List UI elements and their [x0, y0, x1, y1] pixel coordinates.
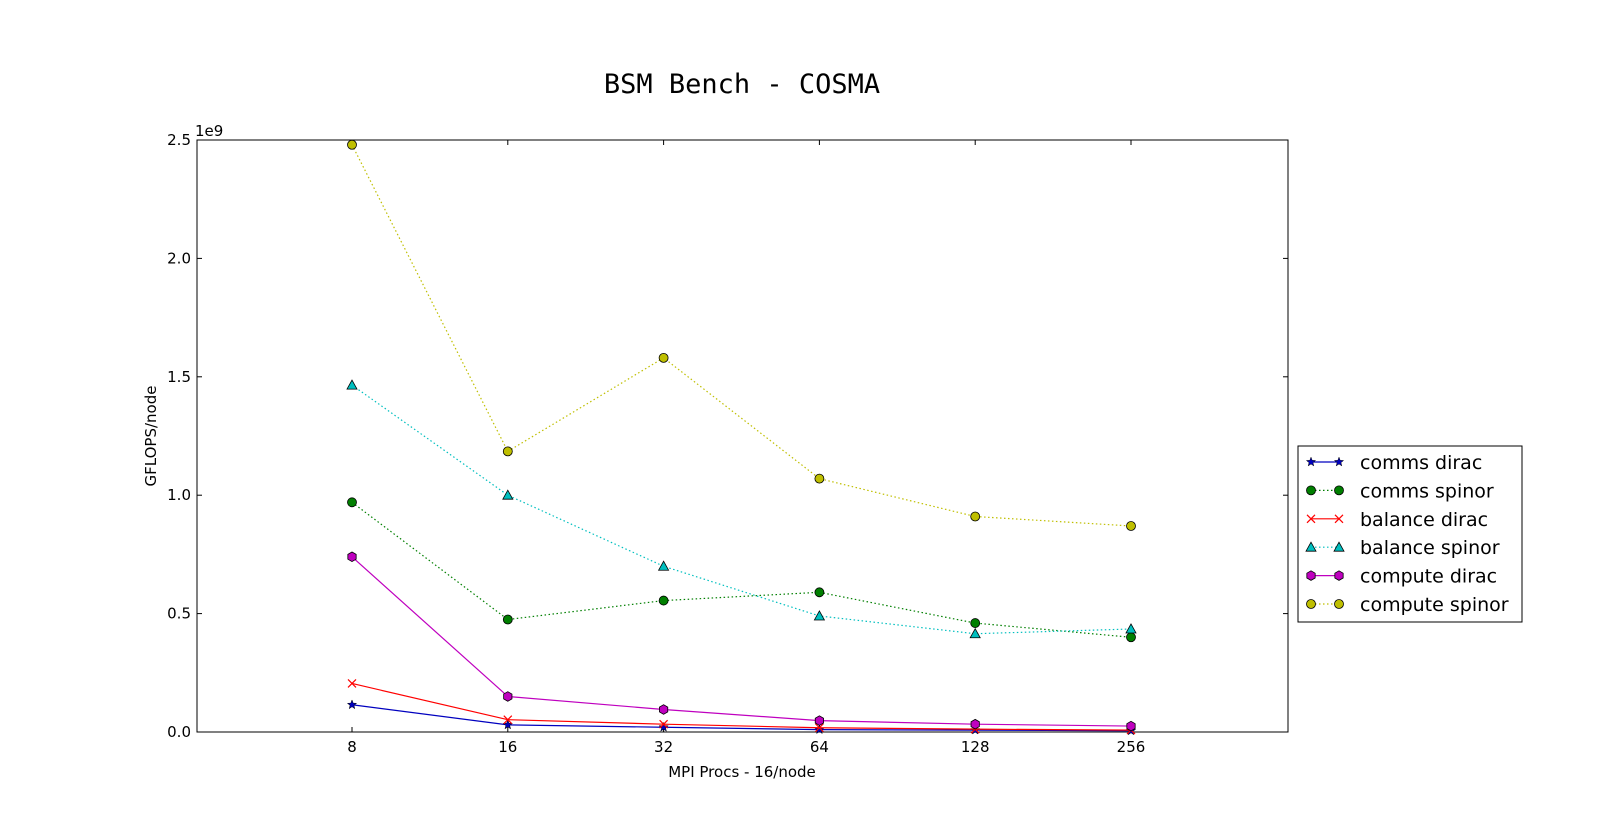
data-point	[1126, 521, 1136, 531]
data-point	[970, 718, 980, 730]
legend-label: balance dirac	[1360, 509, 1488, 531]
data-point	[502, 489, 514, 500]
x-tick-label: 256	[1117, 738, 1146, 756]
y-scale-label: 1e9	[195, 122, 223, 140]
legend-entry: balance dirac	[1306, 509, 1488, 531]
series-compute-spinor	[347, 139, 1136, 531]
data-point	[814, 587, 825, 598]
data-point	[813, 610, 826, 621]
data-point	[503, 691, 513, 702]
legend: comms dirac comms spinor balance dirac bala…	[1297, 445, 1523, 623]
legend-marker	[1334, 485, 1344, 496]
legend-entry: balance spinor	[1305, 537, 1500, 559]
legend-marker	[1306, 570, 1316, 581]
y-tick-label: 0.0	[167, 723, 191, 741]
x-tick-label: 128	[961, 738, 990, 756]
y-tick-label: 2.0	[167, 249, 191, 267]
series-group	[346, 139, 1137, 736]
legend-label: balance spinor	[1360, 537, 1500, 559]
data-point	[970, 618, 981, 628]
legend-box	[1297, 445, 1523, 623]
x-tick-label: 32	[654, 738, 673, 756]
series-line	[351, 144, 1132, 527]
data-point	[502, 446, 513, 457]
data-point	[347, 679, 357, 688]
legend-marker	[1334, 514, 1344, 524]
data-point	[970, 511, 981, 522]
data-point	[1126, 720, 1136, 732]
legend-marker	[1305, 541, 1317, 552]
data-point	[658, 352, 669, 363]
legend-label: compute spinor	[1360, 594, 1509, 616]
data-point	[657, 560, 670, 571]
data-point	[347, 139, 357, 150]
legend-label: comms spinor	[1360, 480, 1494, 502]
x-tick-label: 64	[810, 738, 829, 756]
y-tick-label: 0.5	[167, 605, 191, 623]
legend-marker	[1334, 570, 1344, 581]
x-axis-label: MPI Procs - 16/node	[668, 763, 816, 781]
series-line	[351, 704, 1132, 732]
data-point	[346, 699, 358, 710]
data-point	[659, 704, 669, 715]
legend-marker	[1333, 541, 1345, 552]
series-comms-spinor	[347, 497, 1136, 643]
series-line	[351, 682, 1132, 731]
data-point	[659, 719, 669, 729]
data-point	[1126, 632, 1136, 643]
data-point	[503, 715, 513, 725]
data-point	[814, 473, 825, 484]
x-tick-label: 16	[498, 738, 517, 756]
series-balance-spinor	[346, 379, 1137, 639]
data-point	[1125, 623, 1137, 634]
legend-marker	[1305, 456, 1317, 467]
series-line	[351, 501, 1132, 638]
axis-ticks: 8 16 32 64 128 256 0.0 0.5 1.0 1.5 2.0 2.5	[167, 131, 1288, 756]
x-tick-label: 8	[347, 738, 357, 756]
data-point	[502, 614, 513, 625]
chart-title: BSM Bench - COSMA	[604, 69, 880, 100]
legend-entry: comms spinor	[1306, 480, 1494, 502]
data-point	[658, 721, 669, 732]
series-line	[351, 384, 1132, 635]
data-point	[347, 551, 357, 563]
data-point	[814, 723, 824, 733]
legend-entry: comms dirac	[1305, 452, 1482, 474]
series-line	[351, 556, 1132, 727]
y-tick-label: 2.5	[167, 131, 191, 149]
legend-marker	[1306, 514, 1316, 524]
y-axis-label: GFLOPS/node	[142, 386, 160, 487]
series-compute-dirac	[347, 551, 1136, 732]
plot-area	[196, 139, 1289, 733]
legend-entry: compute spinor	[1306, 594, 1509, 616]
y-tick-label: 1.0	[167, 486, 191, 504]
legend-entry: compute dirac	[1306, 566, 1497, 588]
data-point	[346, 379, 358, 390]
data-point	[347, 497, 357, 508]
legend-marker	[1334, 599, 1344, 609]
legend-label: compute dirac	[1360, 566, 1497, 588]
legend-marker	[1306, 485, 1316, 496]
legend-marker	[1333, 456, 1345, 467]
legend-marker	[1306, 599, 1316, 609]
data-point	[969, 627, 981, 639]
legend-label: comms dirac	[1360, 452, 1482, 474]
data-point	[658, 595, 669, 606]
y-tick-label: 1.5	[167, 368, 191, 386]
data-point	[814, 715, 824, 726]
